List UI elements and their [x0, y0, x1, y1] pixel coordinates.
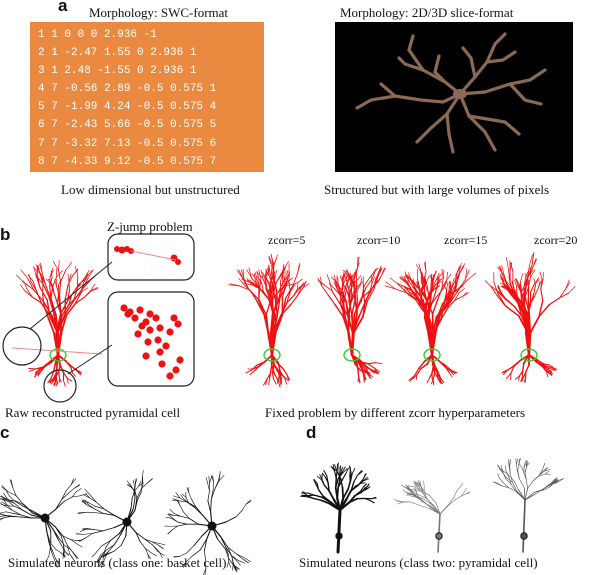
zoom-box-bottom: [107, 291, 195, 387]
swc-row: 5 7 -1.99 4.24 -0.5 0.575 4: [38, 101, 217, 114]
zoom-box-top: [107, 233, 195, 281]
swc-format-box: [30, 22, 264, 172]
fixed-caption: Fixed problem by different zcorr hyperpa…: [265, 405, 526, 420]
panel-label-a: a: [58, 0, 68, 15]
basket-cell-2: [75, 470, 166, 568]
swc-row: 8 7 -4.33 9.12 -0.5 0.575 7: [38, 155, 217, 168]
zoom-arrow-bottom: [67, 344, 113, 375]
panel-d-caption: Simulated neurons (class two: pyramidal …: [299, 555, 538, 570]
corrected-cell-3: [384, 261, 477, 386]
slice-neuron-drawing: [355, 32, 547, 154]
zcorr-label-3: zcorr=15: [444, 233, 488, 247]
panel-b-figure: [2, 233, 576, 403]
swc-table: 1 1 0 0 0 2.936 -1 2 1 -2.47 1.55 0 2.936…: [38, 26, 216, 171]
magnifier-circle-left: [2, 326, 42, 366]
swc-row: 6 7 -2.43 5.66 -0.5 0.575 5: [38, 119, 217, 132]
slice-format-image: [335, 22, 573, 172]
corrected-cell-2: [317, 256, 386, 384]
raw-pyramidal-cell: [16, 260, 99, 387]
basket-cell-1: [0, 478, 88, 568]
pyramidal-cell-1: [300, 462, 377, 554]
swc-row: 2 1 -2.47 1.55 0 2.936 1: [38, 47, 197, 60]
swc-row: 3 1 2.48 -1.55 0 2.936 1: [38, 65, 197, 78]
pyramidal-cells-drawing: [300, 458, 565, 554]
zcorr-label-1: zcorr=5: [268, 233, 306, 247]
panel-label-b: b: [0, 225, 11, 244]
zjump-title: Z-jump problem: [107, 219, 193, 234]
swc-row: 1 1 0 0 0 2.936 -1: [38, 29, 157, 41]
panel-c-caption: Simulated neurons (class one: basket cel…: [8, 555, 227, 570]
swc-caption: Low dimensional but unstructured: [61, 182, 240, 197]
corrected-cell-1: [228, 253, 310, 388]
zoom-arrow-top: [29, 261, 113, 330]
panel-label-c: c: [0, 423, 10, 442]
swc-row: 7 7 -3.32 7.13 -0.5 0.575 6: [38, 137, 217, 150]
slice-title: Morphology: 2D/3D slice-format: [340, 5, 514, 20]
corrected-cell-4: [484, 251, 576, 383]
swc-row: 4 7 -0.56 2.89 -0.5 0.575 1: [38, 83, 217, 96]
pyramidal-cell-3: [493, 458, 565, 553]
pyramidal-cell-2: [393, 480, 471, 553]
zcorr-label-2: zcorr=10: [357, 233, 401, 247]
panel-label-d: d: [306, 423, 317, 442]
zcorr-label-4: zcorr=20: [534, 233, 578, 247]
basket-cells-drawing: [0, 470, 252, 575]
magnifier-circle-bottom: [43, 369, 77, 403]
raw-caption: Raw reconstructed pyramidal cell: [5, 405, 181, 420]
swc-title: Morphology: SWC-format: [89, 5, 229, 20]
slice-caption: Structured but with large volumes of pix…: [324, 182, 550, 197]
basket-cell-3: [164, 471, 252, 575]
